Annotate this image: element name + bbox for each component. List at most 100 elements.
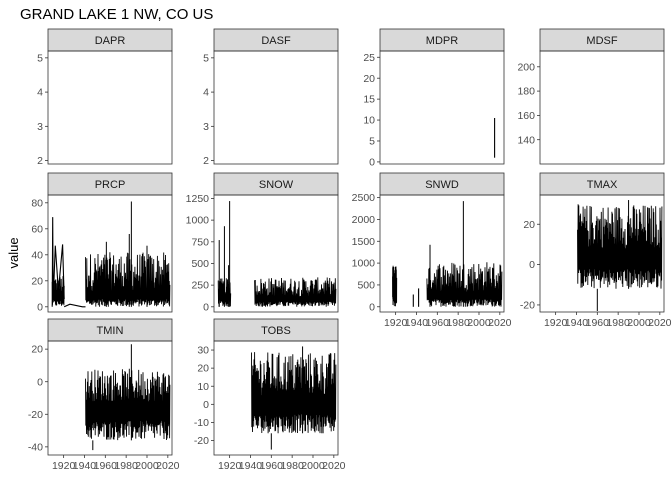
x-tick-label-tmax: 1980 xyxy=(606,317,630,329)
x-tick-label-snwd: 1980 xyxy=(446,317,470,329)
y-tick-label-dapr: 4 xyxy=(37,87,43,99)
series-prcp xyxy=(51,201,171,308)
y-tick-label-snow: 1250 xyxy=(186,193,210,205)
panel-border-tobs xyxy=(213,340,339,456)
strip-label-snwd: SNWD xyxy=(425,179,459,191)
x-tick-label-snwd: 2000 xyxy=(467,317,491,329)
x-tick-label-snwd: 1940 xyxy=(405,317,429,329)
y-tick-label-dasf: 3 xyxy=(203,121,209,133)
y-tick-label-snwd: 2500 xyxy=(352,192,376,204)
series-line-snwd-1 xyxy=(426,261,503,307)
panel-tobs: TOBS -20 -10 0 10 20 30 19201940196019802000202… xyxy=(194,318,346,472)
y-tick-label-tmax: 0 xyxy=(529,259,535,271)
panel-mdpr: MDPR 0 5 10 15 20 25 xyxy=(363,28,505,169)
y-tick-label-tmin: -40 xyxy=(28,441,43,453)
y-tick-label-snwd: 0 xyxy=(369,301,375,313)
y-tick-label-mdsf: 140 xyxy=(517,134,535,146)
strip-label-dapr: DAPR xyxy=(95,35,126,47)
y-tick-label-snow: 750 xyxy=(191,236,209,248)
y-tick-label-snwd: 1000 xyxy=(352,258,376,270)
panel-snwd: SNWD 0 500 1000 1500 2000 2500 1920194019601980… xyxy=(352,172,512,329)
x-tick-label-tobs: 1920 xyxy=(218,460,242,472)
panel-snow: SNOW 0 250 500 750 1000 1250 xyxy=(186,172,339,313)
y-tick-label-tmin: 0 xyxy=(37,376,43,388)
y-tick-label-tobs: 30 xyxy=(197,345,209,357)
x-tick-label-tmax: 1940 xyxy=(565,317,589,329)
y-tick-label-tmax: 20 xyxy=(523,219,535,231)
x-tick-label-tobs: 2020 xyxy=(322,460,346,472)
x-tick-label-tmax: 1960 xyxy=(586,317,610,329)
series-line-tmax-0 xyxy=(577,204,663,289)
x-tick-label-tmax: 2000 xyxy=(627,317,651,329)
strip-label-dasf: DASF xyxy=(261,35,291,47)
series-tmin xyxy=(85,344,171,451)
series-line-snwd-0 xyxy=(392,265,398,307)
y-tick-label-mdsf: 200 xyxy=(517,61,535,73)
series-tobs xyxy=(251,346,337,450)
series-line-tobs-0 xyxy=(251,352,337,434)
y-tick-label-dapr: 5 xyxy=(37,52,43,64)
y-tick-label-tobs: 0 xyxy=(203,399,209,411)
panel-border-dapr xyxy=(47,50,173,165)
panel-border-prcp xyxy=(47,194,173,313)
x-tick-label-tobs: 1980 xyxy=(280,460,304,472)
y-tick-label-tmin: -20 xyxy=(28,409,43,421)
x-tick-label-tmin: 1940 xyxy=(73,460,97,472)
y-tick-label-tobs: 20 xyxy=(197,363,209,375)
x-tick-label-tmin: 1980 xyxy=(114,460,138,472)
series-line-tmin-0 xyxy=(85,368,171,441)
y-tick-label-tobs: 10 xyxy=(197,381,209,393)
x-tick-label-tobs: 1940 xyxy=(239,460,263,472)
y-tick-label-mdpr: 20 xyxy=(363,73,375,85)
y-tick-label-snow: 250 xyxy=(191,280,209,292)
series-snow xyxy=(217,201,337,307)
y-tick-label-mdpr: 10 xyxy=(363,115,375,127)
y-tick-label-prcp: 60 xyxy=(31,223,43,235)
x-tick-label-snwd: 1920 xyxy=(384,317,408,329)
segment-prcp-1 xyxy=(63,303,86,308)
y-tick-label-snow: 1000 xyxy=(186,215,210,227)
series-line-prcp-1 xyxy=(85,252,171,307)
panel-border-snow xyxy=(213,194,339,313)
x-tick-label-tmin: 2020 xyxy=(156,460,180,472)
panel-border-mdsf xyxy=(539,50,665,165)
y-tick-label-dasf: 5 xyxy=(203,52,209,64)
y-tick-label-tobs: -20 xyxy=(194,435,209,447)
panel-border-dasf xyxy=(213,50,339,165)
y-tick-label-snwd: 500 xyxy=(357,280,375,292)
panel-border-tmin xyxy=(47,340,173,456)
y-tick-label-mdpr: 25 xyxy=(363,52,375,64)
strip-label-tobs: TOBS xyxy=(261,325,291,337)
y-tick-label-snwd: 1500 xyxy=(352,236,376,248)
panel-border-snwd xyxy=(379,194,505,313)
x-tick-label-tmin: 2000 xyxy=(135,460,159,472)
segment-prcp-0 xyxy=(51,217,65,307)
series-line-snow-1 xyxy=(254,277,337,307)
panel-border-mdpr xyxy=(379,50,505,165)
y-tick-label-dasf: 2 xyxy=(203,155,209,167)
strip-label-mdsf: MDSF xyxy=(586,35,617,47)
panel-dasf: DASF 2 3 4 5 xyxy=(203,28,339,167)
strip-label-prcp: PRCP xyxy=(95,179,126,191)
x-tick-label-snwd: 1960 xyxy=(426,317,450,329)
panel-border-tmax xyxy=(539,194,665,313)
y-tick-label-snow: 0 xyxy=(203,301,209,313)
y-tick-label-mdsf: 180 xyxy=(517,86,535,98)
y-tick-label-dapr: 3 xyxy=(37,121,43,133)
x-tick-label-tmax: 1920 xyxy=(544,317,568,329)
strip-label-snow: SNOW xyxy=(259,179,294,191)
series-line-prcp-0 xyxy=(51,276,65,306)
y-tick-label-dasf: 4 xyxy=(203,87,209,99)
y-tick-label-mdsf: 160 xyxy=(517,110,535,122)
panel-mdsf: MDSF 140 160 180 200 xyxy=(517,28,665,165)
x-tick-label-tobs: 2000 xyxy=(301,460,325,472)
series-snwd xyxy=(392,201,503,307)
series-tmax xyxy=(577,200,663,311)
y-tick-label-mdpr: 15 xyxy=(363,94,375,106)
x-tick-label-tmin: 1960 xyxy=(94,460,118,472)
panels: DAPR 2 3 4 5 DASF 2 3 4 5 MDPR 0 5 10 15 20 25 MDSF 140 160… xyxy=(28,28,672,472)
strip-label-tmin: TMIN xyxy=(97,325,124,337)
strip-label-mdpr: MDPR xyxy=(426,35,458,47)
